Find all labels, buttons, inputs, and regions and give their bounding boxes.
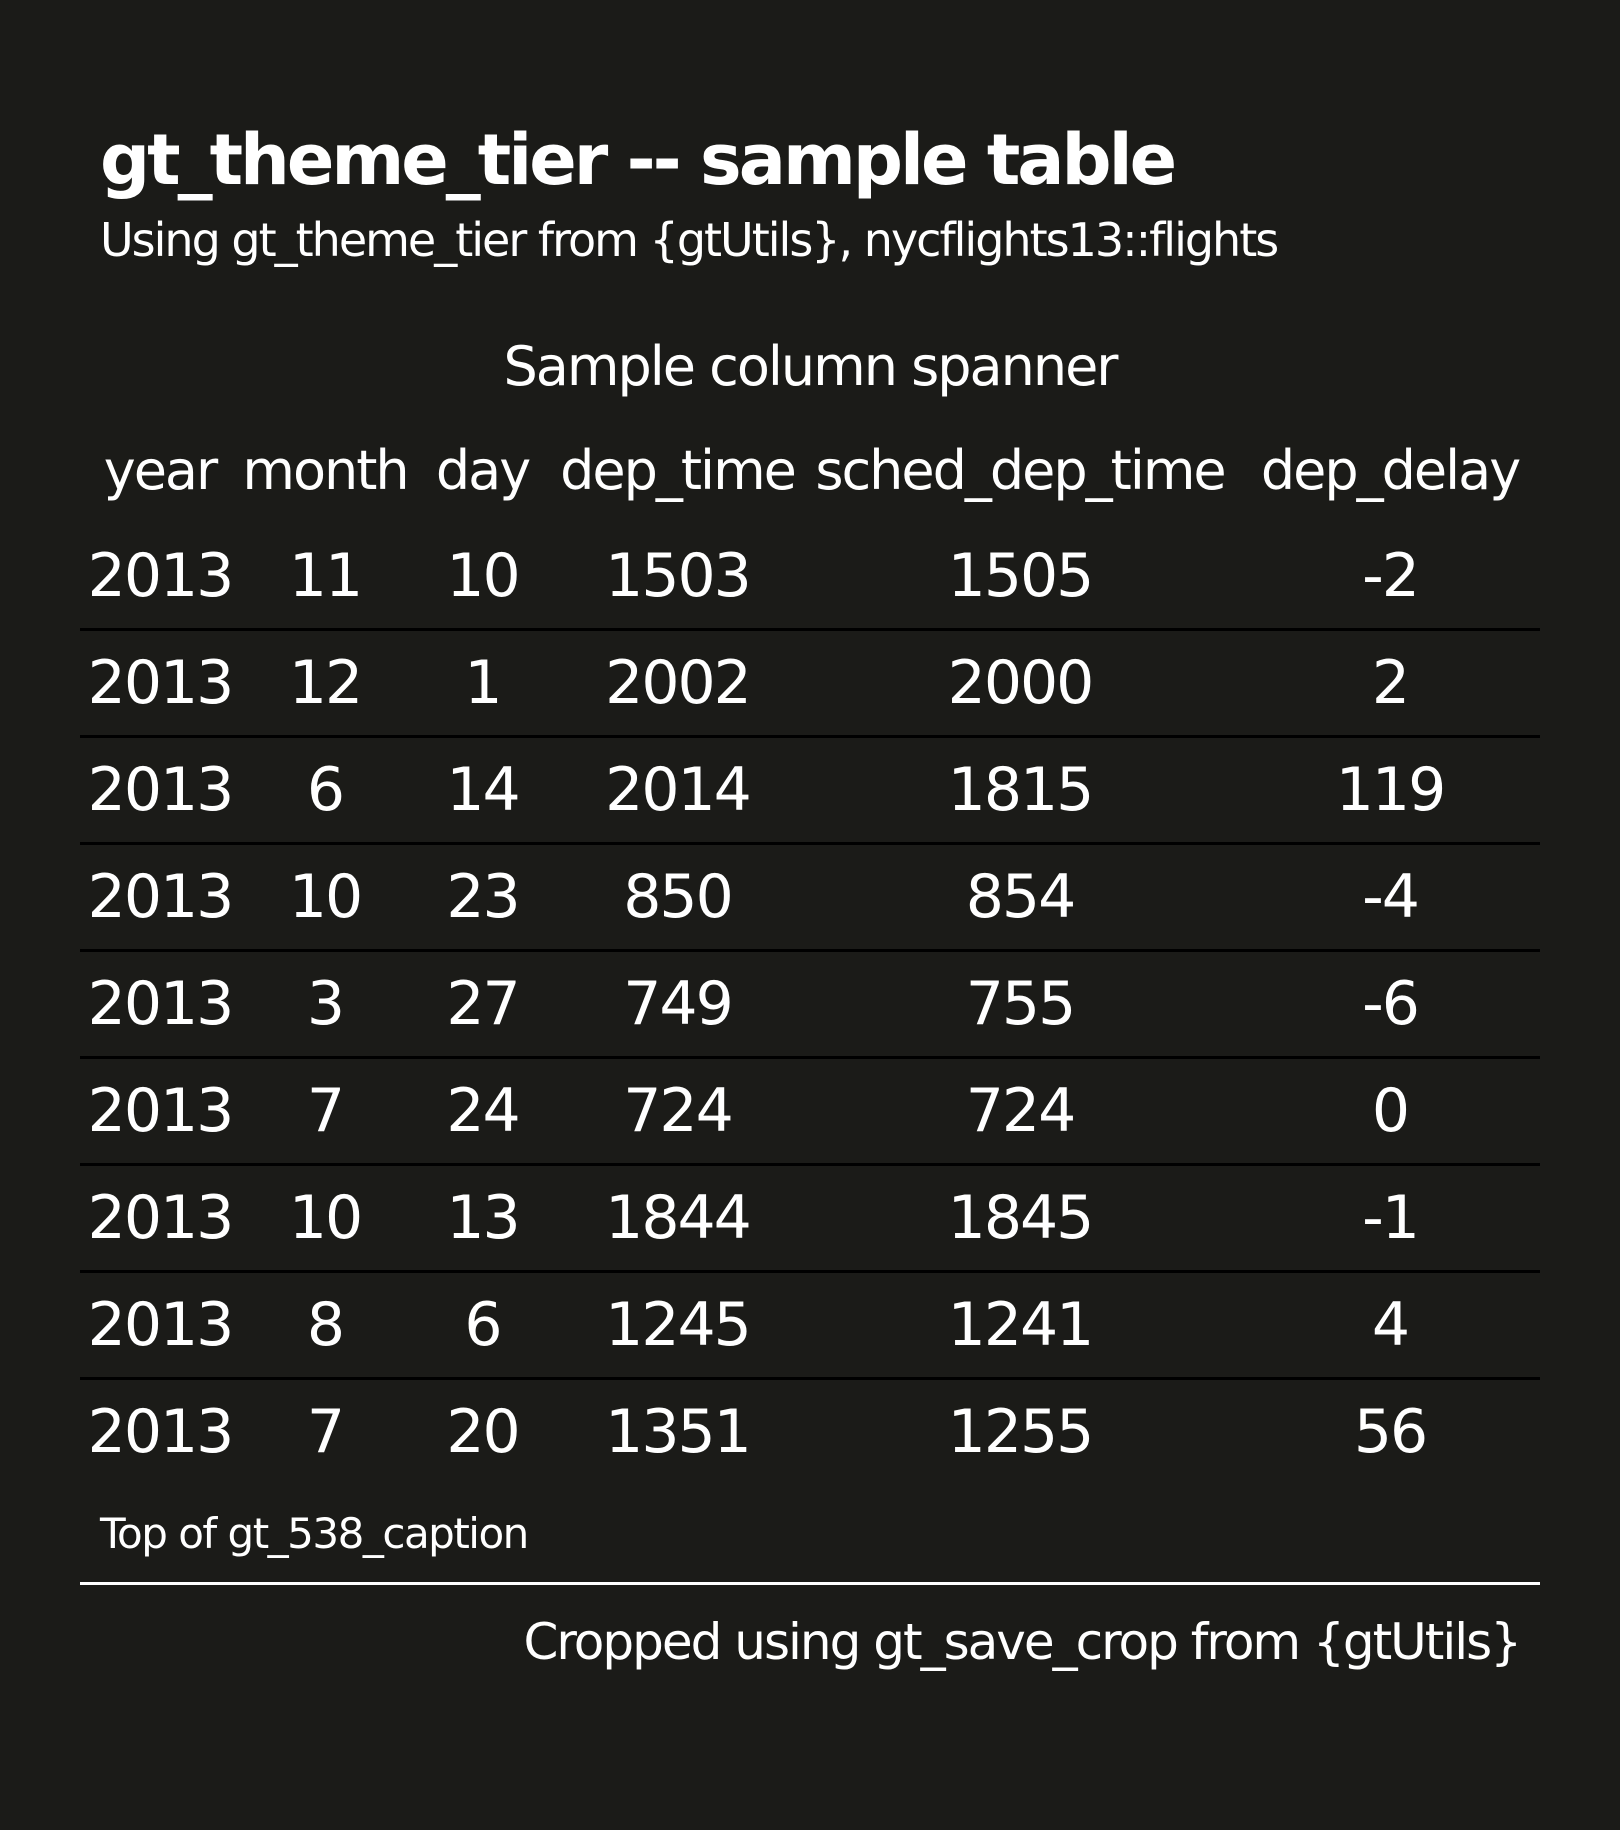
column-spanner: Sample column spanner [503, 334, 1119, 398]
cell-day: 10 [446, 541, 520, 611]
cell-day: 6 [410, 1270, 555, 1379]
cell-day: 14 [410, 735, 555, 844]
table-row: 2013 7 24 724 724 0 [80, 1056, 1541, 1165]
footer-row: Cropped using gt_save_crop from {gtUtils… [80, 1584, 1540, 1700]
cell-sched-dep-time: 2000 [800, 628, 1240, 737]
cell-dep-time: 850 [555, 842, 800, 951]
table-subtitle: Using gt_theme_tier from {gtUtils}, nycf… [100, 213, 1279, 267]
cell-month: 11 [288, 541, 363, 611]
cell-day: 13 [410, 1163, 555, 1272]
cell-dep-time: 1351 [555, 1377, 800, 1484]
cell-dep-delay: -1 [1240, 1163, 1541, 1272]
cell-dep-delay: 119 [1240, 735, 1541, 844]
table-row: 2013 6 14 2014 1815 119 [80, 735, 1541, 844]
table-row: 2013 3 27 749 755 -6 [80, 949, 1541, 1058]
cell-year: 2013 [80, 949, 240, 1058]
table-row: 2013 11 10 1503 1505 -2 [80, 524, 1540, 630]
column-header-dep-delay: dep_delay [1260, 438, 1521, 502]
cell-month: 7 [240, 1377, 410, 1484]
cell-dep-time: 1844 [555, 1163, 800, 1272]
cell-sched-dep-time: 854 [800, 842, 1240, 951]
cell-day: 24 [410, 1056, 555, 1165]
cell-dep-time: 2002 [555, 628, 800, 737]
cell-month: 3 [240, 949, 410, 1058]
cell-dep-delay: -4 [1240, 842, 1541, 951]
cell-year: 2013 [80, 735, 240, 844]
cell-year: 2013 [80, 1056, 240, 1165]
cell-dep-delay: -2 [1362, 541, 1420, 611]
column-header-dep-time: dep_time [560, 438, 797, 502]
cell-day: 20 [410, 1377, 555, 1484]
cell-year: 2013 [87, 541, 235, 611]
cell-month: 6 [240, 735, 410, 844]
cell-day: 23 [410, 842, 555, 951]
cell-year: 2013 [80, 1163, 240, 1272]
spanner-row: Sample column spanner [80, 316, 1540, 416]
table-body: 2013 11 10 1503 1505 -2 2013 12 1 2002 2000 2 2013 6 1… [80, 524, 1541, 1484]
table-title: gt_theme_tier -- sample table [100, 119, 1177, 201]
column-header-day: day [435, 438, 531, 502]
cell-dep-delay: -6 [1240, 949, 1541, 1058]
cell-month: 8 [240, 1270, 410, 1379]
column-header-year: year [103, 438, 218, 502]
cell-dep-time: 2014 [555, 735, 800, 844]
column-header-row: year month day dep_time sched_dep_time d… [80, 416, 1540, 524]
cell-sched-dep-time: 1241 [800, 1270, 1240, 1379]
cell-sched-dep-time: 724 [800, 1056, 1240, 1165]
cell-day: 27 [410, 949, 555, 1058]
cell-dep-time: 1245 [555, 1270, 800, 1379]
column-header-month: month [242, 438, 409, 502]
cell-dep-time: 1503 [605, 541, 752, 611]
cell-sched-dep-time: 1505 [947, 541, 1095, 611]
cell-year: 2013 [80, 1377, 240, 1484]
table-container: gt_theme_tier -- sample table Using gt_t… [80, 110, 1541, 1700]
cell-year: 2013 [80, 842, 240, 951]
table-caption: Top of gt_538_caption [80, 1484, 1541, 1585]
table-row: 2013 12 1 2002 2000 2 [80, 628, 1541, 737]
cell-sched-dep-time: 1255 [800, 1377, 1240, 1484]
cell-month: 12 [240, 628, 410, 737]
cell-sched-dep-time: 1845 [800, 1163, 1240, 1272]
table-row: 2013 8 6 1245 1241 4 [80, 1270, 1541, 1379]
table-row: 2013 7 20 1351 1255 56 [80, 1377, 1541, 1484]
cell-month: 7 [240, 1056, 410, 1165]
flights-table: Sample column spanner year month day dep… [80, 316, 1541, 1700]
cell-month: 10 [240, 842, 410, 951]
cell-dep-delay: 0 [1240, 1056, 1541, 1165]
cell-dep-time: 724 [555, 1056, 800, 1165]
caption-row: Top of gt_538_caption [80, 1484, 1541, 1585]
cell-dep-delay: 4 [1240, 1270, 1541, 1379]
cell-sched-dep-time: 1815 [800, 735, 1240, 844]
table-row: 2013 10 23 850 854 -4 [80, 842, 1541, 951]
cell-dep-time: 749 [555, 949, 800, 1058]
table-source-note: Cropped using gt_save_crop from {gtUtils… [523, 1613, 1522, 1671]
column-header-sched-dep-time: sched_dep_time [815, 438, 1226, 502]
cell-dep-delay: 2 [1240, 628, 1541, 737]
cell-sched-dep-time: 755 [800, 949, 1240, 1058]
cell-dep-delay: 56 [1240, 1377, 1541, 1484]
cell-year: 2013 [80, 628, 240, 737]
cell-month: 10 [240, 1163, 410, 1272]
cell-year: 2013 [80, 1270, 240, 1379]
cell-day: 1 [410, 628, 555, 737]
table-row: 2013 10 13 1844 1845 -1 [80, 1163, 1541, 1272]
